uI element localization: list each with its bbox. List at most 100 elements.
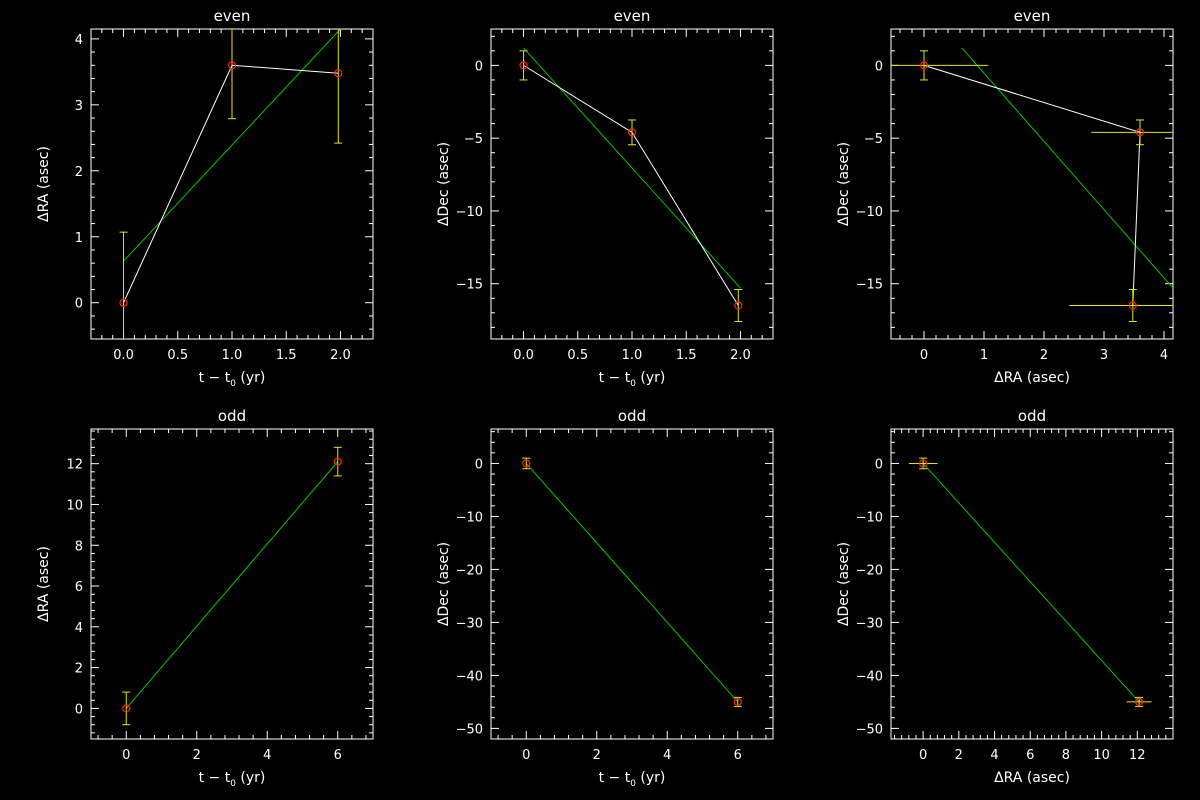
- data-point: [334, 69, 343, 78]
- plot-area: [119, 29, 343, 339]
- x-tick-label: 8: [1062, 748, 1070, 763]
- y-tick-label: 0: [75, 297, 83, 312]
- y-tick-label: −40: [456, 669, 483, 684]
- data-point: [734, 301, 743, 310]
- data-point: [1135, 128, 1145, 137]
- x-axis-label-main: t − t: [199, 770, 231, 786]
- y-tick-label: −10: [456, 205, 483, 220]
- panel-bottom-right: 0 2 4 6 8 10 12 0 −10 −20 −30 −40 −50 odd ΔRA (asec) ΔD…: [836, 407, 1174, 786]
- x-axis-label: t − t0 (yr): [599, 770, 666, 789]
- data-point: [522, 459, 531, 468]
- x-tick-label: 0: [919, 748, 927, 763]
- x-tick-label: 6: [334, 748, 342, 763]
- fit-line: [125, 461, 339, 709]
- x-tick-label: 0.5: [567, 348, 588, 363]
- x-tick-label: 0: [122, 748, 130, 763]
- y-axis-label: ΔRA (asec): [36, 146, 52, 222]
- x-axis-label-unit: (yr): [236, 370, 265, 386]
- y-tick-label: −15: [456, 278, 483, 293]
- x-axis-label-unit: (yr): [636, 770, 665, 786]
- data-point: [1134, 697, 1144, 707]
- x-tick-label: 2: [193, 748, 201, 763]
- y-tick-label: 0: [475, 457, 483, 472]
- x-tick-label: 2: [1040, 348, 1048, 363]
- x-tick-label: 10: [1093, 748, 1110, 763]
- x-axis-label-unit: (yr): [636, 370, 665, 386]
- y-tick-label: −10: [856, 510, 883, 525]
- y-tick-label: 4: [75, 621, 83, 636]
- x-tick-label: 0.0: [513, 348, 534, 363]
- y-tick-label: 0: [875, 457, 883, 472]
- x-axis-label-subscript: 0: [230, 779, 236, 789]
- data-point: [227, 61, 237, 70]
- x-tick-label: 1: [980, 348, 988, 363]
- y-tick-label: −5: [464, 132, 483, 147]
- fit-line: [922, 463, 1140, 703]
- data-point: [519, 61, 528, 70]
- x-tick-label: 2: [955, 748, 963, 763]
- y-tick-label: 12: [66, 458, 83, 473]
- panel-title: odd: [1018, 407, 1046, 425]
- y-tick-label: −50: [456, 722, 483, 737]
- x-tick-label: 6: [734, 748, 742, 763]
- y-tick-label: −5: [864, 132, 883, 147]
- y-tick-label: 3: [75, 99, 83, 114]
- x-tick-label: 3: [1100, 348, 1108, 363]
- data-point: [919, 61, 929, 70]
- y-axis-label: ΔDec (asec): [436, 142, 452, 226]
- y-axis-label: ΔDec (asec): [436, 542, 452, 626]
- y-tick-label: 6: [75, 580, 83, 595]
- x-tick-label: 0: [920, 348, 928, 363]
- y-tick-label: 2: [75, 662, 83, 677]
- x-tick-label: 0.0: [113, 348, 134, 363]
- y-tick-label: −40: [856, 669, 883, 684]
- panel-title: even: [614, 7, 651, 25]
- panel-title: even: [1014, 7, 1051, 25]
- data-line: [523, 64, 739, 306]
- data-point: [1128, 301, 1137, 310]
- y-axis-label: ΔDec (asec): [836, 542, 852, 626]
- x-axis-label-main: ΔRA (asec): [994, 770, 1070, 786]
- data-point: [119, 298, 128, 307]
- fit-line: [961, 47, 1173, 289]
- y-tick-label: 4: [75, 33, 83, 48]
- y-tick-label: 1: [75, 231, 83, 246]
- y-tick-label: −50: [856, 722, 883, 737]
- y-tick-label: 0: [875, 59, 883, 74]
- plot-area: [891, 47, 1173, 323]
- y-tick-label: 0: [75, 702, 83, 717]
- x-tick-label: 4: [1160, 348, 1168, 363]
- x-tick-label: 2.0: [730, 348, 751, 363]
- x-tick-label: 1.5: [676, 348, 697, 363]
- x-axis-label-subscript: 0: [230, 379, 236, 389]
- x-tick-label: 1.5: [276, 348, 297, 363]
- panel-top-right: 0 1 2 3 4 0 −5 −10 −15 even ΔRA (asec) ΔDec (asec): [836, 7, 1174, 386]
- fit-line: [525, 463, 739, 703]
- y-tick-label: 0: [475, 59, 483, 74]
- x-axis-label-main: t − t: [199, 370, 231, 386]
- y-tick-label: 10: [66, 498, 83, 513]
- data-point: [627, 128, 637, 137]
- y-tick-label: −10: [856, 205, 883, 220]
- x-tick-label: 1.0: [222, 348, 243, 363]
- x-axis-label: ΔRA (asec): [994, 770, 1070, 786]
- x-axis-label: t − t0 (yr): [199, 770, 266, 789]
- x-axis-label: ΔRA (asec): [994, 370, 1070, 386]
- x-axis-label: t − t0 (yr): [599, 370, 666, 389]
- x-axis-label: t − t0 (yr): [199, 370, 266, 389]
- x-axis-label-subscript: 0: [630, 379, 636, 389]
- x-axis-label-unit: (yr): [236, 770, 265, 786]
- data-point: [733, 697, 742, 707]
- y-axis-label: ΔDec (asec): [836, 142, 852, 226]
- y-tick-label: −30: [456, 616, 483, 631]
- plot-area: [908, 457, 1152, 707]
- plot-frame: [90, 428, 374, 740]
- plot-frame: [890, 28, 1174, 340]
- plot-frame: [890, 428, 1174, 740]
- x-tick-label: 4: [663, 748, 671, 763]
- y-tick-label: 2: [75, 165, 83, 180]
